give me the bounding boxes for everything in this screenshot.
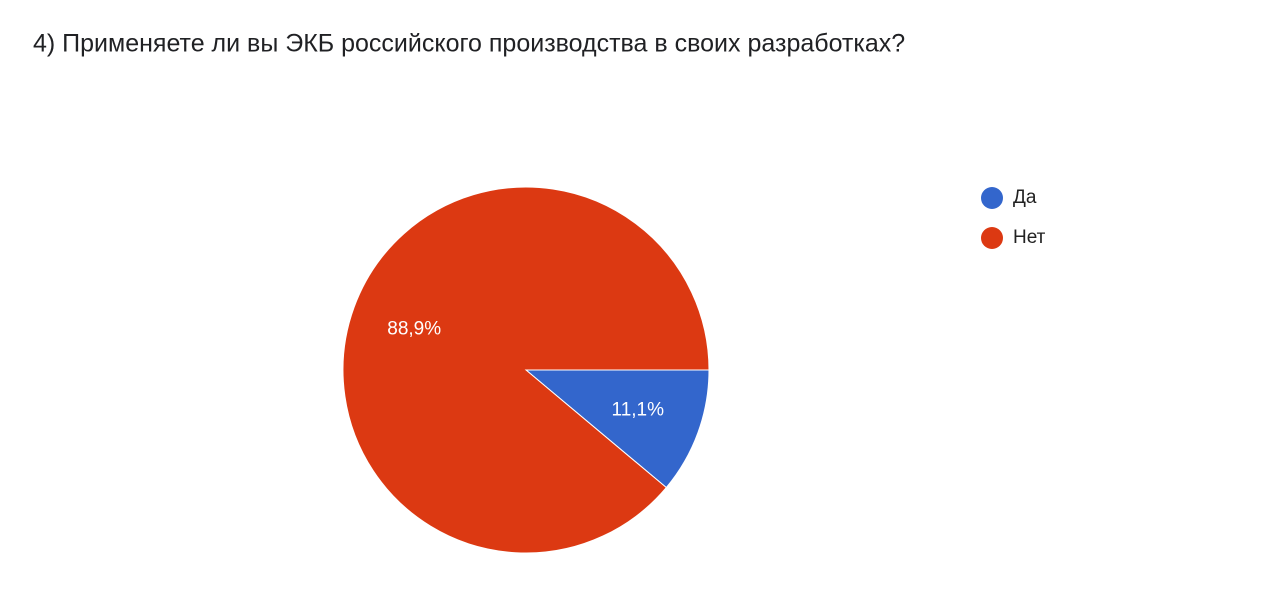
legend-marker bbox=[981, 227, 1003, 249]
legend-label: Да bbox=[1013, 187, 1037, 208]
legend-marker bbox=[981, 187, 1003, 209]
slice-label: 11,1% bbox=[612, 400, 665, 421]
pie-slice bbox=[342, 186, 710, 554]
slice-label: 88,9% bbox=[387, 318, 441, 339]
chart-title: 4) Применяете ли вы ЭКБ российского прои… bbox=[33, 30, 905, 58]
pie-slice bbox=[524, 369, 710, 489]
legend-label: Нет bbox=[1013, 227, 1046, 248]
